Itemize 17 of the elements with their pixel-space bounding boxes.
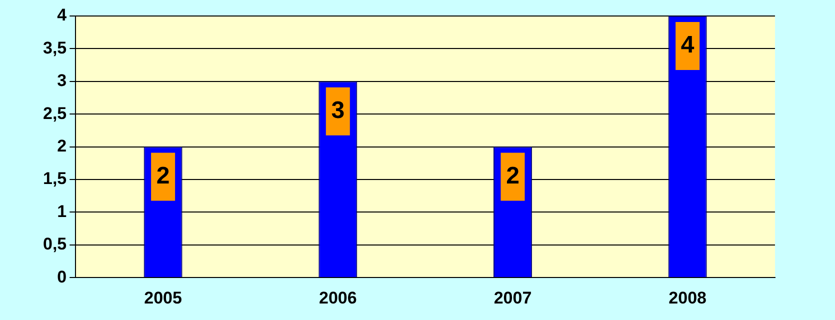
data-label: 3 <box>331 97 345 124</box>
data-label: 2 <box>156 162 170 190</box>
y-tick-label: 4 <box>57 6 68 25</box>
x-tick-label: 2007 <box>494 288 532 308</box>
data-label: 4 <box>680 32 695 59</box>
y-tick-label: 2,5 <box>42 104 67 123</box>
y-tick-label: 3 <box>57 71 67 90</box>
x-tick-label: 2006 <box>318 288 357 308</box>
y-tick-label: 3,5 <box>42 38 67 58</box>
y-tick-label: 0 <box>57 267 67 286</box>
data-label: 2 <box>506 162 520 190</box>
y-tick-label: 2 <box>57 136 67 156</box>
y-tick-label: 1,5 <box>42 169 67 188</box>
y-tick-label: 0,5 <box>42 234 67 254</box>
x-tick-label: 2005 <box>144 288 182 308</box>
x-tick-label: 2008 <box>668 288 706 308</box>
y-tick-label: 1 <box>57 202 67 221</box>
